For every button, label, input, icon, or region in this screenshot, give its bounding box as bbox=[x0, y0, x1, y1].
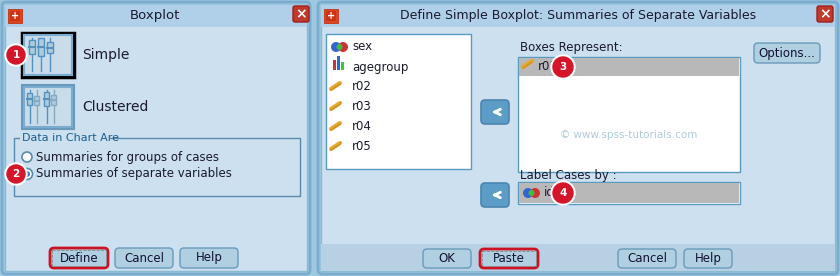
Text: ×: × bbox=[295, 7, 307, 21]
Text: Label Cases by :: Label Cases by : bbox=[520, 169, 617, 182]
Circle shape bbox=[338, 42, 348, 52]
FancyBboxPatch shape bbox=[817, 6, 833, 22]
Text: r05: r05 bbox=[352, 140, 372, 153]
Bar bbox=[518, 57, 740, 172]
Circle shape bbox=[5, 44, 27, 66]
Bar bbox=[14, 138, 300, 196]
Text: +: + bbox=[11, 11, 19, 21]
Text: agegroup: agegroup bbox=[352, 60, 408, 73]
Bar bbox=[24, 87, 72, 127]
Circle shape bbox=[337, 44, 343, 50]
FancyBboxPatch shape bbox=[618, 249, 676, 268]
FancyBboxPatch shape bbox=[115, 248, 173, 268]
Text: sex: sex bbox=[352, 41, 372, 54]
Text: 2: 2 bbox=[13, 169, 19, 179]
Bar bbox=[22, 85, 74, 129]
Text: Summaries for groups of cases: Summaries for groups of cases bbox=[36, 150, 219, 163]
Bar bbox=[10, 11, 20, 21]
Text: Simple: Simple bbox=[82, 48, 129, 62]
Text: ×: × bbox=[819, 7, 831, 21]
FancyBboxPatch shape bbox=[754, 43, 820, 63]
Circle shape bbox=[331, 42, 341, 52]
Text: +: + bbox=[327, 11, 335, 21]
Text: Clustered: Clustered bbox=[82, 100, 149, 114]
Text: r01: r01 bbox=[538, 60, 558, 73]
Bar bbox=[326, 34, 471, 169]
FancyBboxPatch shape bbox=[180, 248, 238, 268]
Text: Cancel: Cancel bbox=[124, 251, 164, 264]
Bar bbox=[326, 11, 336, 21]
FancyBboxPatch shape bbox=[318, 2, 838, 274]
Circle shape bbox=[24, 171, 30, 177]
Bar bbox=[38, 38, 44, 56]
Text: r02: r02 bbox=[352, 81, 372, 94]
FancyBboxPatch shape bbox=[423, 249, 471, 268]
FancyBboxPatch shape bbox=[50, 248, 108, 268]
Bar bbox=[321, 5, 835, 27]
Text: 3: 3 bbox=[559, 62, 567, 72]
Text: r04: r04 bbox=[352, 121, 372, 134]
Bar bbox=[519, 183, 739, 203]
Text: id: id bbox=[544, 187, 555, 200]
Circle shape bbox=[22, 152, 32, 162]
Text: Data in Chart Are: Data in Chart Are bbox=[22, 133, 119, 143]
Text: Define Simple Boxplot: Summaries of Separate Variables: Define Simple Boxplot: Summaries of Sepa… bbox=[400, 9, 756, 23]
FancyBboxPatch shape bbox=[2, 2, 310, 274]
Bar bbox=[8, 9, 22, 23]
Circle shape bbox=[7, 165, 25, 183]
Text: 4: 4 bbox=[559, 188, 567, 198]
Bar bbox=[24, 35, 72, 75]
Bar bbox=[321, 5, 835, 271]
FancyBboxPatch shape bbox=[481, 183, 509, 207]
FancyBboxPatch shape bbox=[684, 249, 732, 268]
Bar bbox=[337, 56, 340, 70]
Bar bbox=[519, 58, 739, 76]
Text: Summaries of separate variables: Summaries of separate variables bbox=[36, 168, 232, 181]
Circle shape bbox=[528, 190, 534, 196]
Bar bbox=[47, 42, 53, 53]
Text: Paste: Paste bbox=[493, 252, 525, 265]
Bar bbox=[5, 5, 307, 27]
Text: Define: Define bbox=[60, 251, 98, 264]
Circle shape bbox=[551, 181, 575, 205]
Bar bbox=[518, 182, 740, 204]
Circle shape bbox=[551, 55, 575, 79]
Text: © www.spss-tutorials.com: © www.spss-tutorials.com bbox=[560, 130, 698, 140]
Circle shape bbox=[523, 188, 533, 198]
Circle shape bbox=[530, 188, 540, 198]
Text: OK: OK bbox=[438, 252, 455, 265]
Text: r03: r03 bbox=[352, 100, 372, 113]
Bar bbox=[27, 93, 32, 105]
Text: Help: Help bbox=[196, 251, 223, 264]
Bar bbox=[5, 5, 307, 271]
Bar bbox=[51, 95, 56, 105]
FancyBboxPatch shape bbox=[480, 249, 538, 268]
Bar bbox=[333, 60, 336, 70]
FancyBboxPatch shape bbox=[481, 100, 509, 124]
Text: Boxplot: Boxplot bbox=[130, 9, 181, 23]
Bar bbox=[22, 33, 74, 77]
Circle shape bbox=[22, 169, 33, 179]
Bar bbox=[29, 40, 35, 54]
Bar bbox=[341, 62, 344, 70]
Text: Help: Help bbox=[695, 252, 722, 265]
Bar bbox=[34, 96, 39, 105]
Circle shape bbox=[553, 183, 573, 203]
Text: Options...: Options... bbox=[759, 46, 816, 60]
Text: Boxes Represent:: Boxes Represent: bbox=[520, 41, 622, 54]
Circle shape bbox=[5, 163, 27, 185]
Bar bbox=[321, 244, 835, 271]
Bar bbox=[20, 133, 110, 143]
Text: Cancel: Cancel bbox=[627, 252, 667, 265]
Bar bbox=[324, 9, 338, 23]
Circle shape bbox=[7, 46, 25, 64]
Text: 1: 1 bbox=[13, 50, 19, 60]
Circle shape bbox=[553, 57, 573, 77]
Bar bbox=[44, 92, 49, 106]
FancyBboxPatch shape bbox=[293, 6, 309, 22]
